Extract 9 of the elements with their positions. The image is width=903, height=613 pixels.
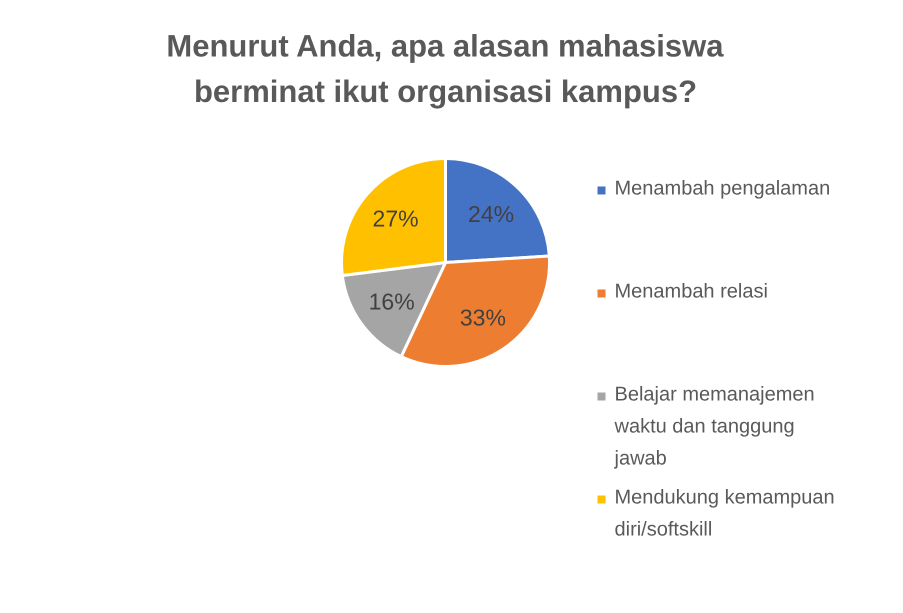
data-label: 16% <box>368 288 415 315</box>
legend-label: Menambah relasi <box>614 280 768 302</box>
legend-label: Belajar memanajemen waktu dan tanggung jawab <box>614 384 815 470</box>
legend-label: Mendukung kemampuan diri/softskill <box>614 486 835 540</box>
legend-label: Menambah pengalaman <box>614 178 830 200</box>
data-label: 33% <box>460 304 506 331</box>
data-label: 24% <box>468 200 514 227</box>
data-label: 27% <box>372 205 419 232</box>
chart-title: Menurut Anda, apa alasan mahasiswa berminat ikut organisasi kampus? <box>166 28 724 109</box>
